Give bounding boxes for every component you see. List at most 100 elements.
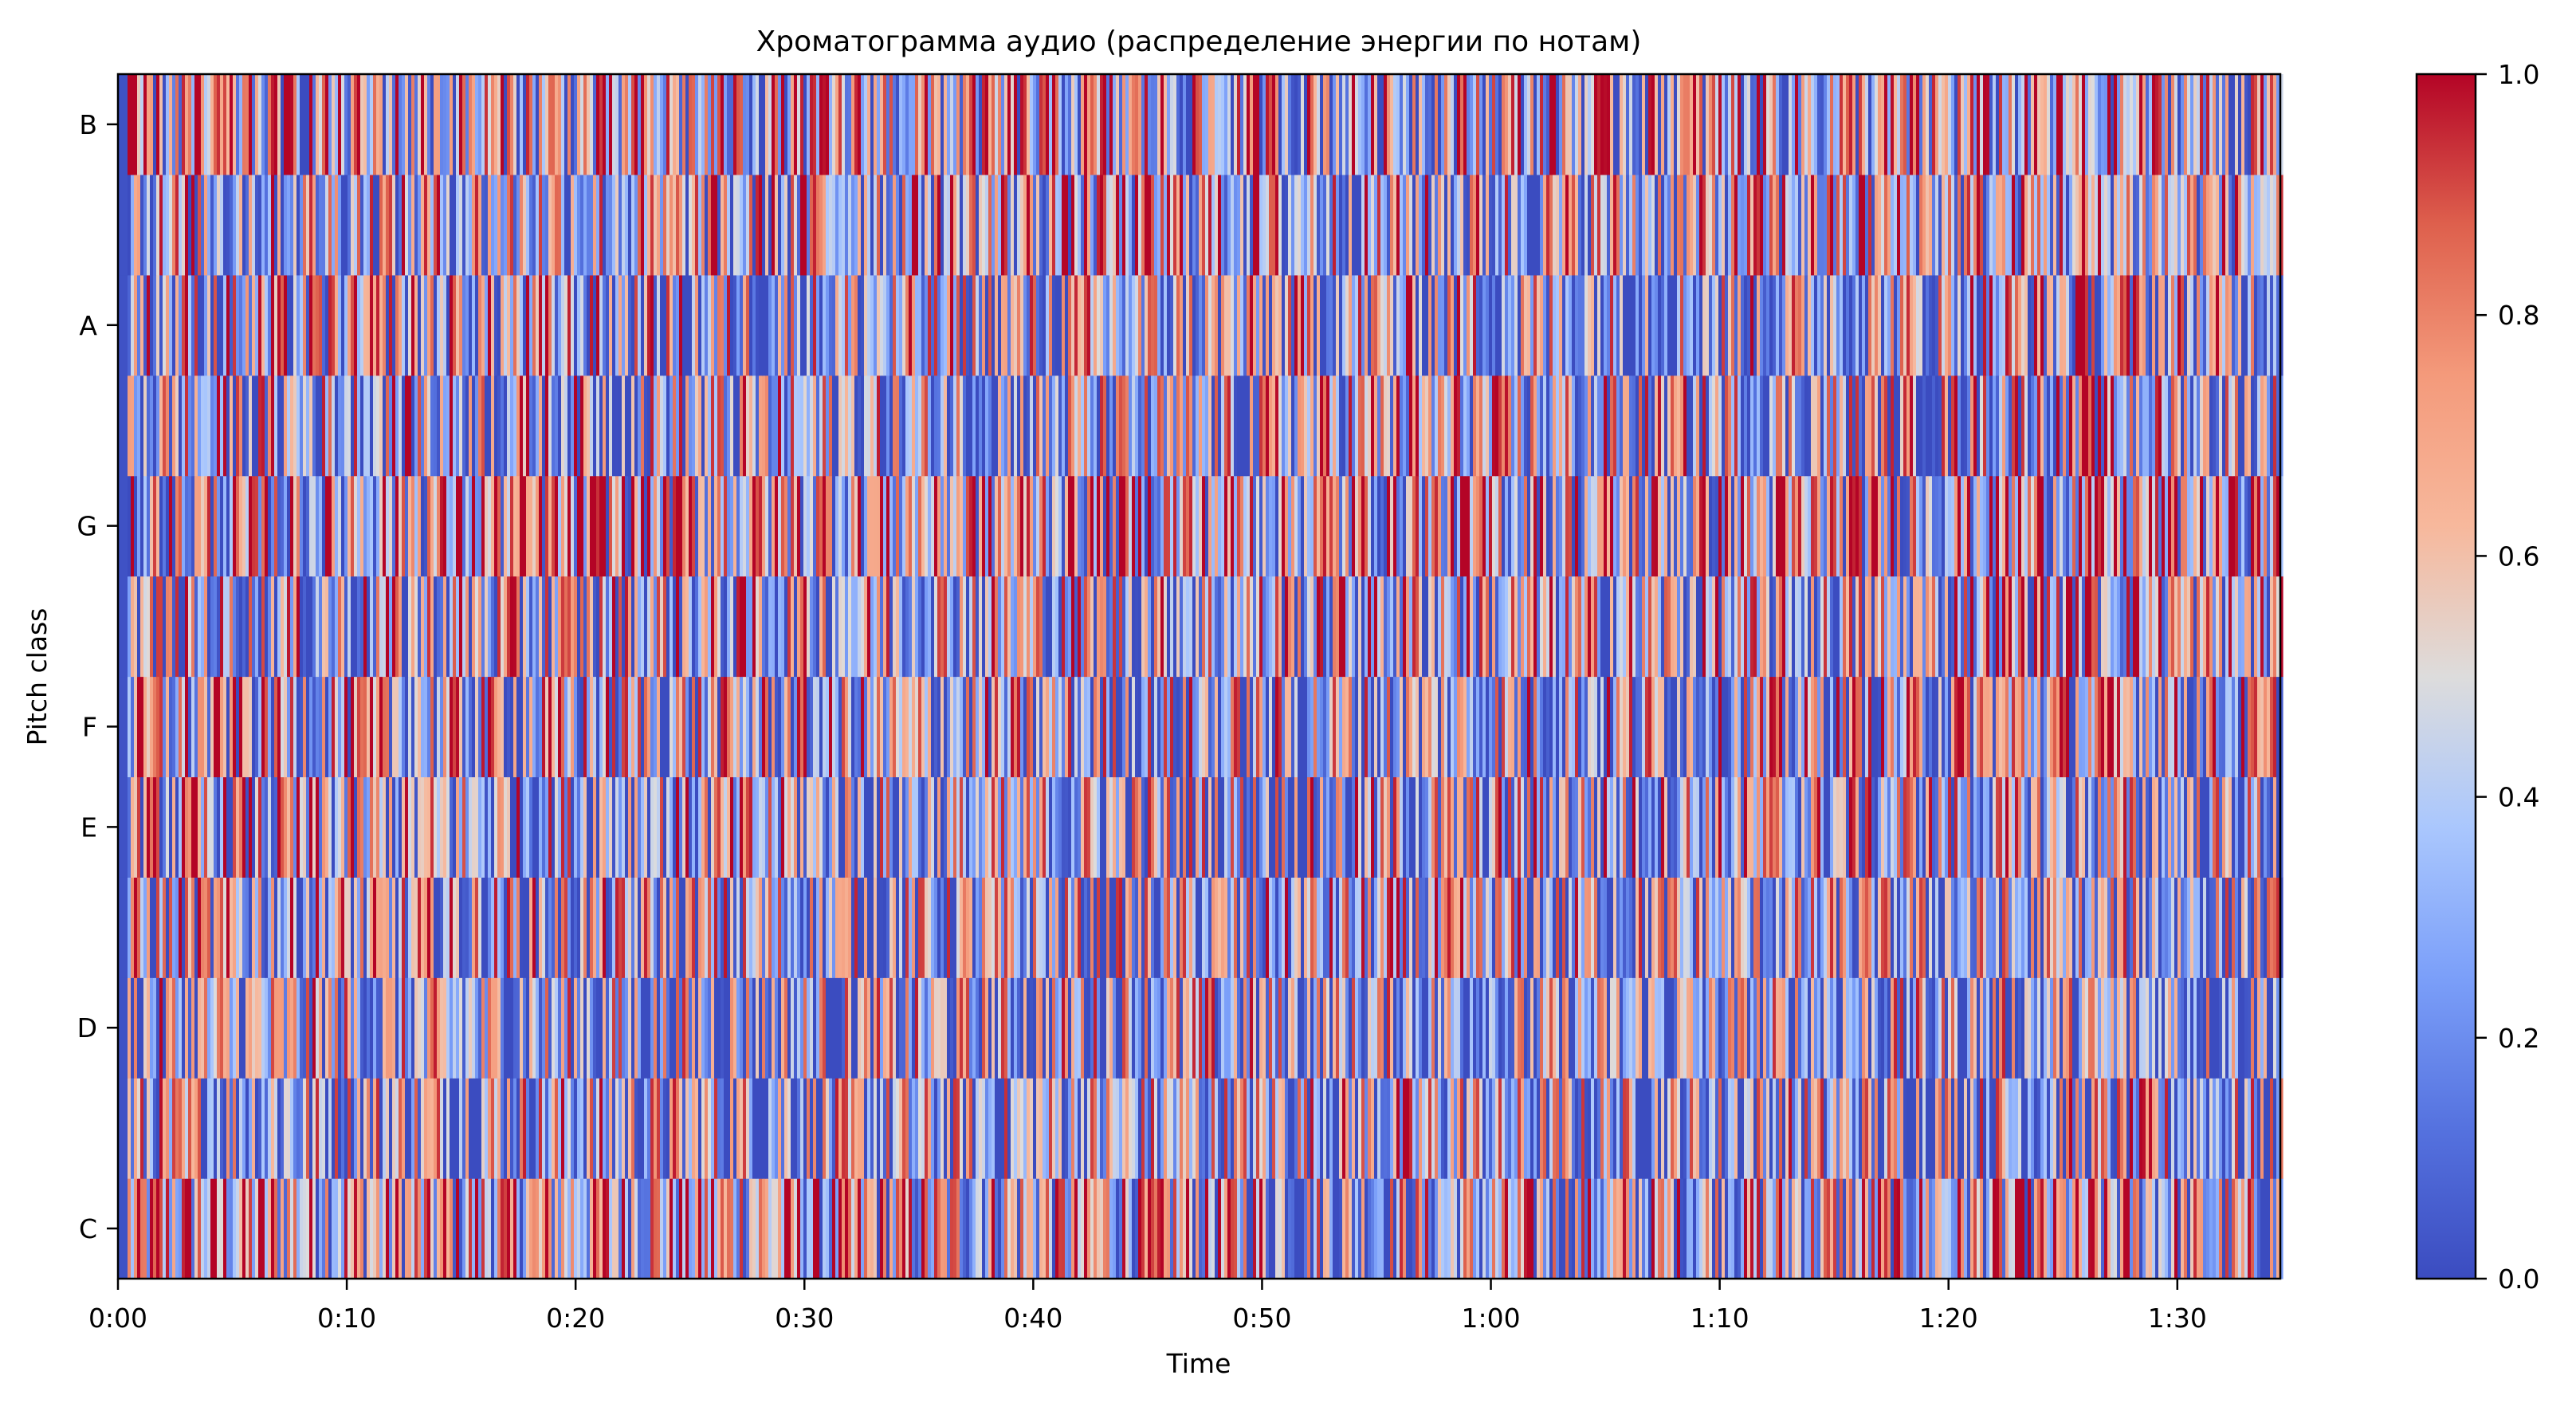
heatmap-cell (523, 1178, 527, 1279)
heatmap-cell (1533, 776, 1537, 878)
heatmap-cell (1288, 1078, 1292, 1179)
heatmap-cell (1224, 1178, 1228, 1279)
heatmap-cell (516, 977, 520, 1079)
heatmap-cell (1766, 877, 1770, 978)
heatmap-cell (376, 1178, 380, 1279)
heatmap-cell (752, 576, 756, 678)
heatmap-cell (2174, 877, 2178, 978)
heatmap-cell (606, 776, 610, 878)
heatmap-cell (1125, 576, 1129, 678)
heatmap-cell (516, 576, 520, 678)
heatmap-cell (1004, 977, 1008, 1079)
heatmap-cell (1792, 576, 1796, 678)
heatmap-cell (915, 676, 919, 778)
heatmap-cell (147, 877, 151, 978)
heatmap-cell (982, 977, 986, 1079)
heatmap-cell (1537, 776, 1541, 878)
heatmap-cell (1862, 877, 1866, 978)
heatmap-cell (1776, 676, 1780, 778)
heatmap-cell (504, 877, 508, 978)
heatmap-cell (905, 776, 909, 878)
heatmap-cell (657, 475, 661, 577)
heatmap-cell (1377, 877, 1381, 978)
heatmap-cell (1221, 776, 1225, 878)
heatmap-cell (721, 977, 724, 1079)
heatmap-cell (2060, 977, 2064, 1079)
heatmap-cell (1390, 877, 1394, 978)
heatmap-cell (1699, 1078, 1703, 1179)
heatmap-cell (1808, 676, 1812, 778)
heatmap-cell (1677, 1178, 1681, 1279)
heatmap-cell (1170, 576, 1174, 678)
heatmap-cell (1970, 1178, 1974, 1279)
heatmap-cell (1811, 676, 1815, 778)
heatmap-cell (587, 977, 591, 1079)
heatmap-cell (389, 475, 393, 577)
heatmap-cell (1062, 776, 1066, 878)
heatmap-cell (1769, 877, 1773, 978)
heatmap-cell (1820, 676, 1824, 778)
heatmap-cell (1693, 676, 1697, 778)
heatmap-cell (2142, 776, 2146, 878)
heatmap-cell (143, 576, 147, 678)
heatmap-cell (277, 576, 281, 678)
heatmap-cell (1651, 877, 1655, 978)
heatmap-cells (118, 74, 2283, 1279)
heatmap-cell (580, 676, 584, 778)
heatmap-cell (1667, 877, 1671, 978)
heatmap-cell (2098, 1178, 2102, 1279)
heatmap-cell (558, 676, 562, 778)
heatmap-cell (778, 776, 782, 878)
heatmap-cell (1425, 1078, 1429, 1179)
heatmap-cell (2203, 877, 2207, 978)
heatmap-cell (1900, 1078, 1904, 1179)
heatmap-cell (1763, 676, 1767, 778)
heatmap-cell (1741, 676, 1745, 778)
heatmap-cell (826, 475, 830, 577)
heatmap-cell (172, 1178, 176, 1279)
heatmap-cell (2031, 676, 2035, 778)
heatmap-cell (2260, 977, 2264, 1079)
heatmap-cell (2184, 877, 2188, 978)
heatmap-cell (1027, 1178, 1031, 1279)
heatmap-cell (2187, 776, 2191, 878)
heatmap-cell (596, 1178, 600, 1279)
heatmap-cell (762, 877, 766, 978)
heatmap-cell (934, 776, 938, 878)
heatmap-cell (2037, 1078, 2041, 1179)
heatmap-cell (360, 977, 364, 1079)
heatmap-cell (615, 676, 619, 778)
heatmap-cell (1661, 877, 1665, 978)
heatmap-cell (1926, 676, 1930, 778)
heatmap-cell (1218, 1178, 1222, 1279)
heatmap-cell (807, 576, 811, 678)
heatmap-cell (896, 776, 900, 878)
heatmap-cell (1693, 877, 1697, 978)
heatmap-cell (1626, 676, 1630, 778)
heatmap-cell (261, 475, 265, 577)
heatmap-cell (940, 877, 944, 978)
heatmap-cell (252, 977, 256, 1079)
heatmap-cell (261, 576, 265, 678)
heatmap-cell (1855, 576, 1859, 678)
heatmap-cell (905, 1078, 909, 1179)
heatmap-cell (995, 977, 999, 1079)
heatmap-cell (1294, 977, 1298, 1079)
heatmap-cell (1747, 1078, 1751, 1179)
heatmap-cell (762, 977, 766, 1079)
heatmap-cell (1623, 1078, 1627, 1179)
heatmap-cell (622, 576, 626, 678)
heatmap-cell (281, 776, 285, 878)
heatmap-cell (523, 977, 527, 1079)
heatmap-cell (606, 475, 610, 577)
heatmap-cell (443, 475, 447, 577)
heatmap-cell (309, 877, 313, 978)
heatmap-cell (587, 676, 591, 778)
heatmap-cell (800, 776, 804, 878)
heatmap-cell (1132, 877, 1136, 978)
heatmap-cell (1043, 576, 1046, 678)
heatmap-cell (778, 475, 782, 577)
heatmap-cell (1530, 776, 1534, 878)
heatmap-cell (921, 576, 925, 678)
heatmap-cell (523, 676, 527, 778)
